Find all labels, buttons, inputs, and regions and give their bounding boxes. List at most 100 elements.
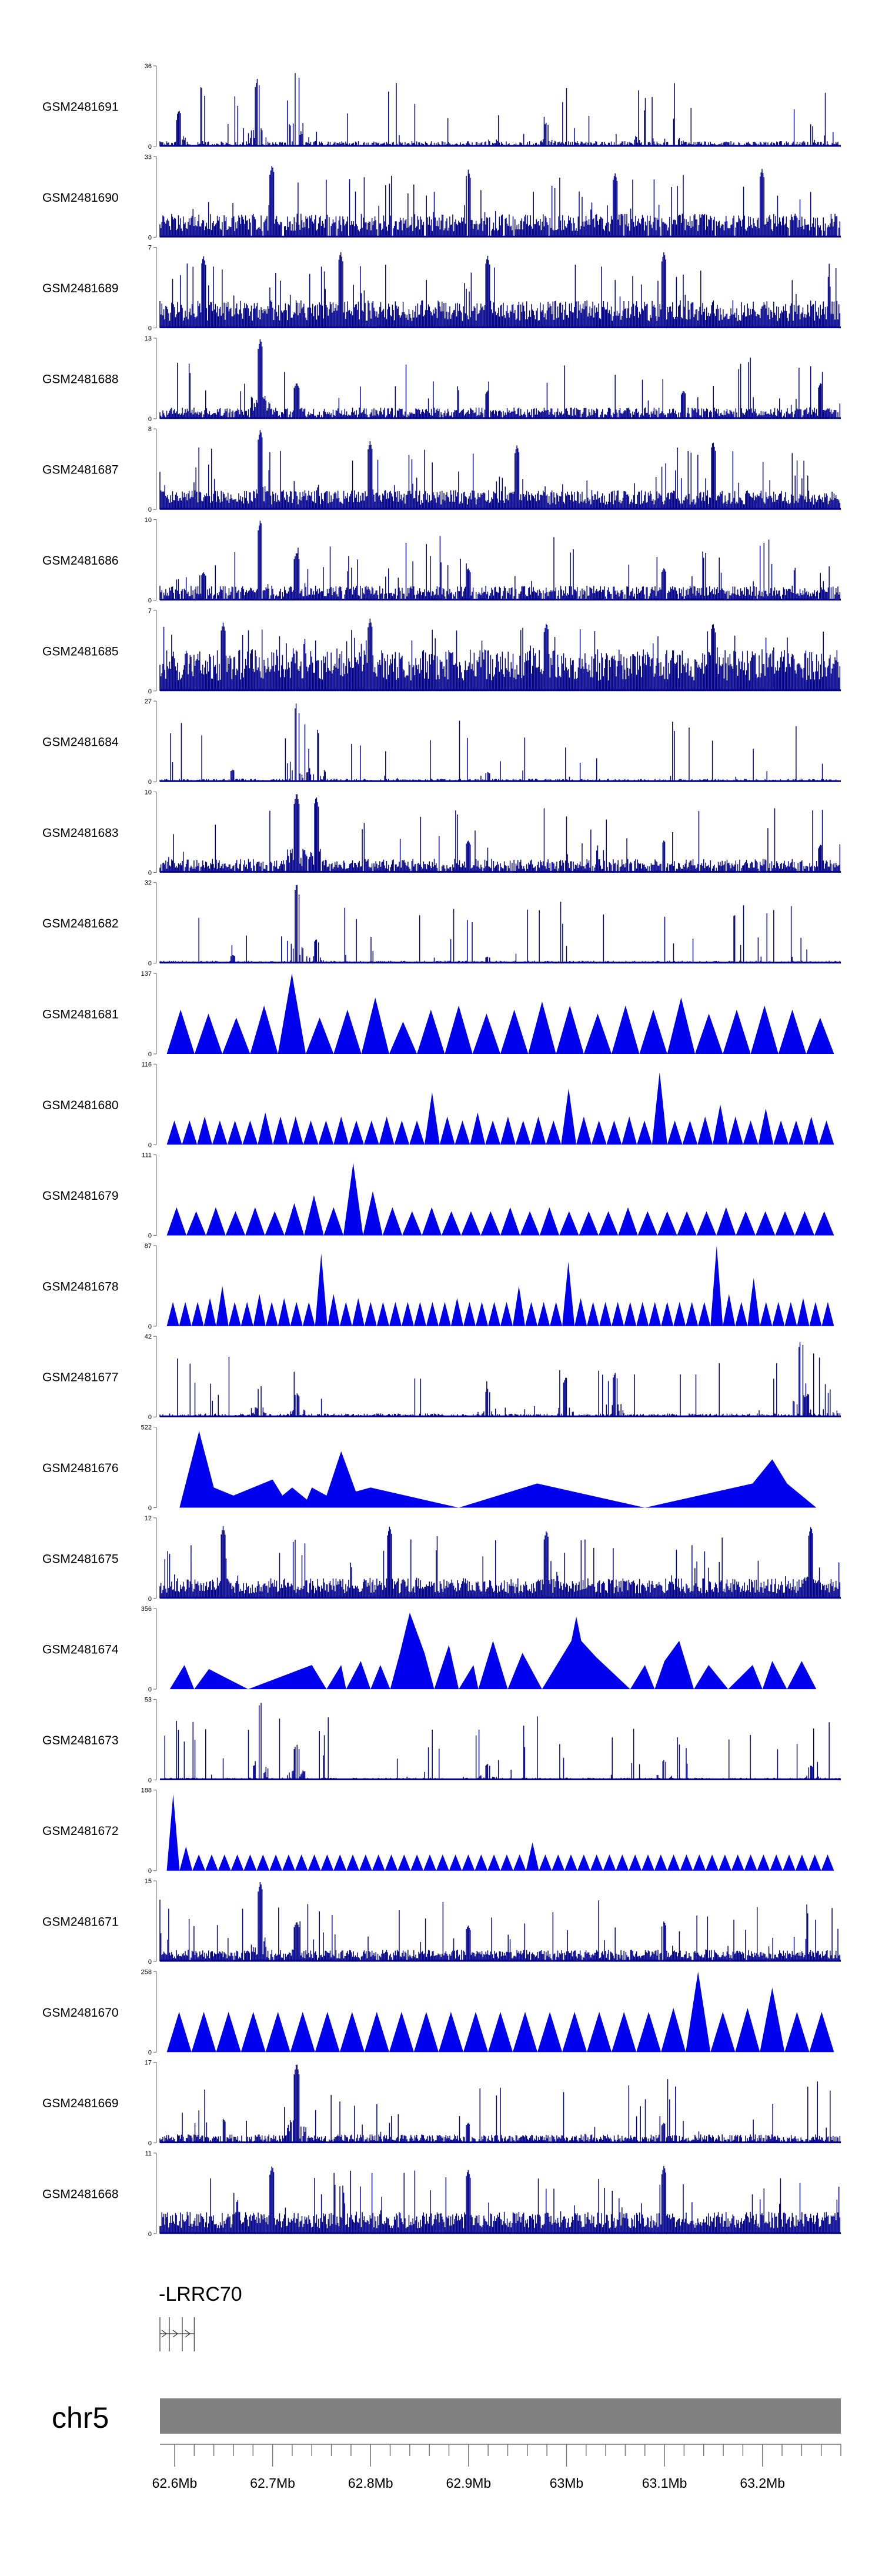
y-axis-max-label: 27 [145, 698, 152, 705]
signal-spikes [166, 1245, 834, 1326]
track-GSM2481691: GSM2481691 36 0 [42, 63, 841, 151]
chromosome-label: chr5 [52, 2401, 109, 2434]
gene-strand-arrow [172, 2330, 178, 2338]
signal-bars [159, 2064, 841, 2143]
y-axis-zero-label: 0 [148, 598, 152, 605]
track-GSM2481681: GSM2481681 137 0 [42, 970, 834, 1058]
y-axis-max-label: 15 [145, 1878, 152, 1885]
track-label: GSM2481683 [42, 826, 119, 840]
signal-spikes [166, 1794, 834, 1871]
y-axis-zero-label: 0 [148, 2231, 152, 2238]
y-axis-zero-label: 0 [148, 1505, 152, 1512]
track-label: GSM2481673 [42, 1734, 119, 1747]
y-axis-max-label: 10 [145, 789, 152, 796]
track-GSM2481675: GSM2481675 12 0 [42, 1515, 841, 1603]
track-GSM2481670: GSM2481670 258 0 [42, 1968, 834, 2056]
y-axis-max-label: 53 [145, 1696, 152, 1703]
signal-bars [159, 339, 841, 419]
y-axis-zero-label: 0 [148, 2049, 152, 2056]
track-label: GSM2481679 [42, 1189, 119, 1203]
y-axis-max-label: 87 [145, 1243, 152, 1250]
y-axis-zero-label: 0 [148, 1414, 152, 1421]
signal-bars [159, 520, 841, 600]
track-label: GSM2481675 [42, 1552, 119, 1566]
y-axis-zero-label: 0 [148, 1868, 152, 1875]
y-axis-max-label: 356 [141, 1606, 152, 1613]
signal-bars [159, 794, 841, 873]
signal-bars [159, 885, 841, 963]
y-axis-max-label: 7 [148, 245, 152, 252]
y-axis-zero-label: 0 [148, 1323, 152, 1330]
y-axis-zero-label: 0 [148, 1233, 152, 1240]
y-axis-max-label: 137 [141, 970, 152, 977]
y-axis-zero-label: 0 [148, 2140, 152, 2147]
track-GSM2481673: GSM2481673 53 0 [42, 1696, 841, 1784]
track-label: GSM2481669 [42, 2097, 119, 2110]
signal-bars [159, 73, 841, 146]
genomic-axis: 62.6Mb 62.7Mb 62.8Mb 62.9Mb 63Mb 63.1Mb 63.2Mb [152, 2444, 841, 2491]
x-tick-label: 63.2Mb [740, 2475, 785, 2491]
y-axis-max-label: 32 [145, 880, 152, 887]
track-GSM2481689: GSM2481689 7 0 [42, 245, 841, 332]
y-axis-max-label: 7 [148, 608, 152, 615]
signal-bars [159, 703, 838, 782]
y-axis-zero-label: 0 [148, 779, 152, 786]
y-axis-zero-label: 0 [148, 960, 152, 967]
track-label: GSM2481668 [42, 2187, 119, 2201]
track-label: GSM2481684 [42, 736, 119, 749]
track-label: GSM2481671 [42, 1916, 119, 1929]
gene-label: -LRRC70 [159, 2283, 242, 2305]
track-label: GSM2481674 [42, 1643, 119, 1657]
signal-bars [159, 1526, 841, 1599]
track-GSM2481683: GSM2481683 10 0 [42, 789, 841, 876]
track-label: GSM2481691 [42, 101, 119, 114]
track-GSM2481687: GSM2481687 8 0 [42, 426, 841, 513]
signal-bars [159, 1342, 841, 1417]
track-label: GSM2481682 [42, 917, 119, 930]
track-GSM2481669: GSM2481669 17 0 [42, 2060, 841, 2147]
track-label: GSM2481676 [42, 1461, 119, 1475]
track-GSM2481678: GSM2481678 87 0 [42, 1243, 834, 1330]
x-tick-label: 62.8Mb [348, 2475, 393, 2491]
track-GSM2481680: GSM2481680 116 0 [42, 1061, 834, 1149]
signal-spikes [166, 973, 834, 1054]
y-axis-zero-label: 0 [148, 416, 152, 423]
track-GSM2481668: GSM2481668 11 0 [42, 2150, 841, 2238]
y-axis-zero-label: 0 [148, 688, 152, 695]
track-label: GSM2481677 [42, 1371, 119, 1384]
track-GSM2481672: GSM2481672 188 0 [42, 1787, 834, 1875]
signal-bars [159, 166, 841, 238]
signal-bars [160, 1703, 841, 1780]
track-label: GSM2481681 [42, 1008, 119, 1022]
chromosome-bar [160, 2398, 841, 2434]
y-axis-max-label: 17 [145, 2060, 152, 2067]
y-axis-zero-label: 0 [148, 1142, 152, 1149]
x-tick-label: 63Mb [550, 2475, 584, 2491]
x-tick-label: 62.6Mb [152, 2475, 198, 2491]
y-axis-zero-label: 0 [148, 1051, 152, 1058]
y-axis-zero-label: 0 [148, 325, 152, 332]
signal-area [169, 1613, 817, 1690]
signal-bars [159, 1882, 841, 1961]
chromosome-ideogram: chr5 [52, 2398, 841, 2434]
track-label: GSM2481689 [42, 282, 119, 295]
x-tick-label: 63.1Mb [642, 2475, 687, 2491]
signal-area [179, 1431, 817, 1508]
track-label: GSM2481687 [42, 463, 119, 477]
signal-spikes [166, 1163, 834, 1236]
y-axis-max-label: 36 [145, 63, 152, 70]
track-GSM2481679: GSM2481679 111 0 [42, 1152, 834, 1240]
signal-spikes [166, 1971, 834, 2053]
y-axis-zero-label: 0 [148, 869, 152, 876]
track-GSM2481686: GSM2481686 10 0 [42, 517, 841, 605]
track-label: GSM2481672 [42, 1824, 119, 1838]
track-GSM2481671: GSM2481671 15 0 [42, 1878, 841, 1966]
y-axis-zero-label: 0 [148, 1596, 152, 1603]
y-axis-max-label: 8 [148, 426, 152, 433]
y-axis-max-label: 111 [142, 1152, 152, 1159]
signal-bars [159, 252, 841, 328]
gene-track: -LRRC70 [159, 2283, 242, 2351]
x-tick-label: 62.7Mb [250, 2475, 295, 2491]
track-GSM2481677: GSM2481677 42 0 [42, 1333, 841, 1421]
